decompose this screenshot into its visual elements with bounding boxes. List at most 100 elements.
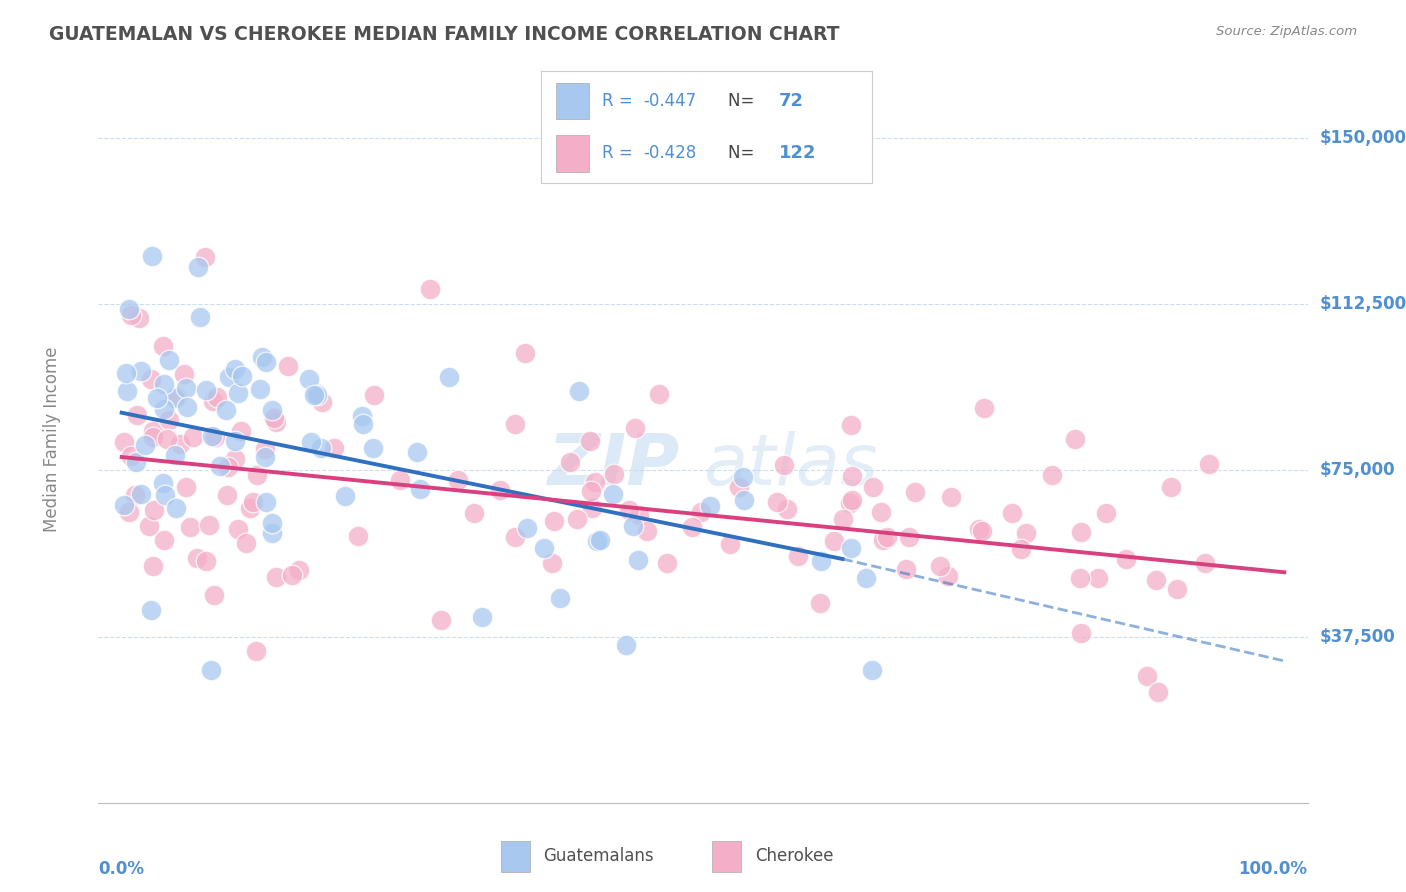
Point	[936, 569, 959, 583]
Text: $75,000: $75,000	[1319, 461, 1395, 479]
Point	[152, 533, 174, 548]
Point	[463, 506, 485, 520]
Text: R =: R =	[602, 144, 638, 161]
Point	[1166, 582, 1188, 596]
Point	[280, 567, 302, 582]
Text: GUATEMALAN VS CHEROKEE MEDIAN FAMILY INCOME CORRELATION CHART: GUATEMALAN VS CHEROKEE MEDIAN FAMILY INC…	[49, 25, 839, 44]
Point	[169, 437, 191, 451]
Point	[181, 430, 204, 444]
Point	[586, 533, 609, 548]
Point	[548, 591, 571, 606]
Point	[787, 549, 810, 564]
Point	[277, 359, 299, 373]
Point	[166, 391, 188, 405]
Point	[262, 525, 284, 540]
Point	[489, 483, 512, 497]
Point	[967, 522, 990, 536]
Text: ZIP: ZIP	[547, 432, 679, 500]
Bar	[711, 840, 741, 872]
Text: R =: R =	[602, 92, 638, 110]
Text: -0.428: -0.428	[644, 144, 697, 161]
Point	[262, 516, 284, 531]
Point	[581, 500, 603, 515]
Point	[153, 376, 176, 391]
Point	[872, 533, 894, 548]
Point	[1194, 556, 1216, 570]
Point	[165, 501, 187, 516]
Point	[579, 434, 602, 449]
Point	[614, 639, 637, 653]
Point	[1144, 574, 1167, 588]
Point	[1115, 551, 1137, 566]
Point	[176, 480, 198, 494]
Text: $150,000: $150,000	[1319, 128, 1406, 147]
Point	[1198, 457, 1220, 471]
Point	[173, 367, 195, 381]
Point	[129, 364, 152, 378]
Point	[120, 308, 142, 322]
Point	[176, 381, 198, 395]
Point	[125, 455, 148, 469]
Point	[115, 367, 138, 381]
Point	[157, 353, 180, 368]
Text: N=: N=	[728, 92, 759, 110]
Bar	[557, 83, 589, 120]
Point	[841, 493, 863, 508]
Text: 100.0%: 100.0%	[1239, 861, 1308, 879]
Point	[163, 448, 186, 462]
Point	[689, 505, 711, 519]
Point	[254, 354, 277, 368]
Point	[226, 386, 249, 401]
Point	[224, 451, 246, 466]
Point	[307, 387, 329, 401]
Point	[363, 388, 385, 402]
Point	[560, 455, 582, 469]
Point	[197, 518, 219, 533]
Point	[904, 484, 927, 499]
Point	[447, 474, 470, 488]
Point	[409, 483, 432, 497]
Point	[153, 401, 176, 416]
Point	[1063, 432, 1085, 446]
Point	[1040, 468, 1063, 483]
Point	[733, 492, 755, 507]
Point	[579, 483, 602, 498]
Point	[231, 368, 253, 383]
Point	[682, 520, 704, 534]
Text: Source: ZipAtlas.com: Source: ZipAtlas.com	[1216, 25, 1357, 38]
Point	[855, 571, 877, 585]
Point	[589, 533, 612, 547]
Point	[626, 553, 648, 567]
Point	[112, 498, 135, 512]
Point	[146, 391, 169, 405]
Point	[239, 500, 262, 515]
Point	[120, 449, 142, 463]
Point	[264, 570, 287, 584]
Point	[179, 520, 201, 534]
Point	[503, 417, 526, 431]
Point	[429, 613, 451, 627]
Point	[810, 553, 832, 567]
Point	[516, 521, 538, 535]
Point	[157, 413, 180, 427]
Point	[141, 249, 163, 263]
Point	[765, 495, 787, 509]
Point	[249, 382, 271, 396]
Point	[253, 442, 276, 456]
Text: 0.0%: 0.0%	[98, 861, 145, 879]
Point	[533, 541, 555, 555]
Point	[176, 400, 198, 414]
Point	[226, 522, 249, 536]
Point	[623, 421, 645, 435]
Point	[152, 476, 174, 491]
Point	[152, 339, 174, 353]
Point	[141, 603, 163, 617]
Point	[541, 557, 564, 571]
Point	[628, 508, 651, 523]
Point	[194, 383, 217, 397]
Point	[718, 537, 741, 551]
Point	[773, 458, 796, 473]
Text: 122: 122	[779, 144, 817, 161]
Point	[142, 503, 165, 517]
Point	[142, 429, 165, 443]
